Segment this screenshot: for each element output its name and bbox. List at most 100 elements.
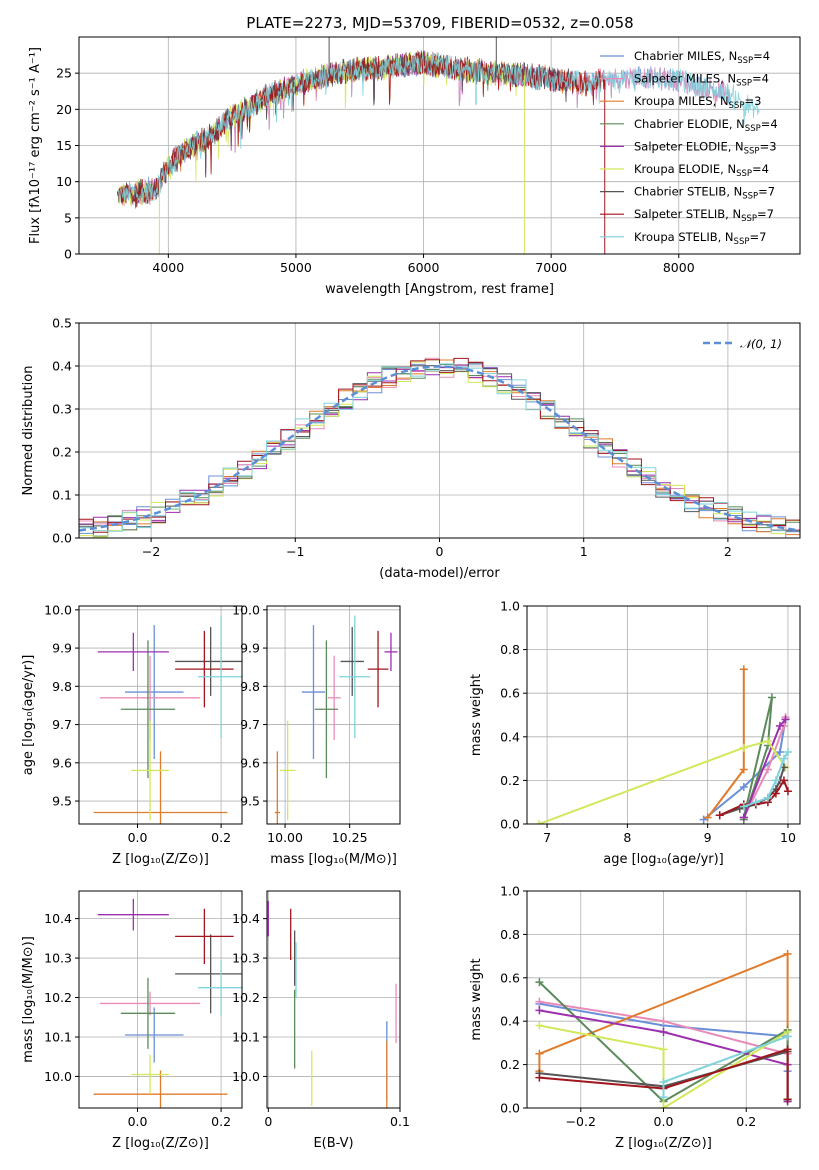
normal-curve	[79, 365, 800, 532]
weight-marker	[783, 949, 792, 958]
x-tick-label: 4000	[152, 260, 184, 275]
plot-area	[93, 615, 242, 824]
legend-label: Chabrier STELIB, NSSP=7	[634, 185, 775, 202]
y-tick-label: 10.0	[232, 602, 260, 617]
y-tick-label: 1.0	[500, 884, 520, 899]
weight-marker	[659, 1028, 668, 1037]
spectrum-line	[116, 51, 606, 208]
weight-line	[742, 697, 773, 820]
plot-area	[93, 898, 242, 1108]
plot-area	[274, 615, 398, 824]
weight-marker	[775, 748, 784, 757]
x-tick-label: 10.00	[267, 830, 303, 845]
x-tick-label: 0.0	[128, 1114, 148, 1129]
x-tick-label: −0.2	[566, 1114, 596, 1129]
legend-label: Salpeter STELIB, NSSP=7	[634, 207, 774, 224]
x-axis-label: mass [log₁₀(M/M⊙)]	[270, 852, 397, 867]
weight-marker	[659, 1077, 668, 1086]
y-tick-label: 0.8	[500, 642, 520, 657]
x-tick-label: 0	[264, 1114, 272, 1129]
y-tick-label: 0	[64, 247, 72, 262]
x-tick-label: 0	[436, 544, 444, 559]
weight-marker	[783, 787, 792, 796]
x-tick-label: 0.0	[128, 830, 148, 845]
weight-marker	[659, 1093, 668, 1102]
plot-area	[535, 949, 792, 1108]
x-tick-label: 7	[543, 830, 551, 845]
x-tick-label: 0.0	[654, 1114, 674, 1129]
y-tick-label: 10.1	[44, 1029, 72, 1044]
weight-marker	[771, 776, 780, 785]
y-axis-label: mass [log₁₀(M/M⊙)]	[21, 936, 36, 1063]
y-tick-label: 5	[64, 210, 72, 225]
y-tick-label: 20	[56, 102, 72, 117]
y-tick-label: 0.2	[500, 1057, 520, 1072]
y-tick-label: 9.5	[240, 794, 260, 809]
weight-marker	[715, 811, 724, 820]
x-tick-label: 10	[780, 830, 796, 845]
x-tick-label: 5000	[280, 260, 312, 275]
weight-marker	[783, 1095, 792, 1104]
y-tick-label: 0.3	[52, 402, 72, 417]
weight-marker	[763, 737, 772, 746]
x-tick-label: 0.2	[211, 830, 231, 845]
weight-marker	[763, 793, 772, 802]
y-tick-label: 9.7	[240, 717, 260, 732]
axes-frame	[78, 890, 243, 1109]
x-tick-label: −2	[142, 544, 160, 559]
weight-marker	[783, 1045, 792, 1054]
panel-age_vs_mass: 10.00 10.25 9.5 9.6 9.7 9.8 9.9 10.0 mass [log₁₀…	[232, 602, 401, 867]
weight-marker	[535, 1021, 544, 1030]
y-tick-label: 10.1	[232, 1029, 260, 1044]
plot-area	[79, 357, 800, 538]
weight-marker	[783, 1032, 792, 1041]
y-tick-label: 10.2	[44, 990, 72, 1005]
panel-weight_vs_Z: −0.2 0.0 0.2 0.0 0.2 0.4 0.6 0.8 1.0 Z [log₁₀(Z/Z…	[469, 884, 801, 1151]
weight-marker	[779, 776, 788, 785]
weight-marker	[763, 765, 772, 774]
panel-age_vs_Z: 0.0 0.2 9.5 9.6 9.7 9.8 9.9 10.0 Z [log₁₀(Z/Z⊙)]…	[21, 602, 243, 867]
y-axis-label: mass weight	[469, 674, 484, 756]
weight-line	[719, 767, 785, 817]
weight-line	[706, 669, 745, 819]
weight-marker	[535, 820, 544, 824]
weight-marker	[779, 754, 788, 763]
y-tick-label: 9.5	[52, 794, 72, 809]
legend-label: Chabrier MILES, NSSP=4	[634, 49, 770, 66]
x-tick-label: 9	[704, 830, 712, 845]
weight-marker	[659, 1045, 668, 1054]
y-tick-label: 9.8	[52, 679, 72, 694]
x-axis-label: wavelength [Angstrom, rest frame]	[325, 282, 554, 297]
x-tick-label: 0.2	[211, 1114, 231, 1129]
y-tick-label: 9.7	[52, 717, 72, 732]
panel-spectrum: 4000 5000 6000 7000 8000 0 5 10 15 20 25 wavelength…	[28, 36, 801, 297]
panel-mass_vs_ebv: 0 0.1 10.0 10.1 10.2 10.3 10.4 E(B-V)	[232, 890, 410, 1151]
legend-label: Salpeter MILES, NSSP=4	[634, 72, 769, 89]
y-tick-label: 10	[56, 174, 72, 189]
axes-frame	[78, 322, 801, 539]
y-tick-label: 10.0	[44, 1069, 72, 1084]
y-tick-label: 25	[56, 66, 72, 81]
x-axis-label: age [log₁₀(age/yr)]	[603, 852, 724, 867]
x-tick-label: 8000	[663, 260, 695, 275]
plot-area	[116, 37, 760, 254]
y-axis-label: mass weight	[469, 958, 484, 1040]
weight-marker	[739, 743, 748, 752]
x-tick-label: 6000	[408, 260, 440, 275]
weight-marker	[771, 789, 780, 798]
y-tick-label: 0.4	[500, 729, 520, 744]
weight-marker	[703, 813, 712, 822]
y-axis-label: Normed distribution	[21, 366, 36, 496]
weight-marker	[775, 721, 784, 730]
x-tick-label: 0.2	[736, 1114, 756, 1129]
x-axis-label: E(B-V)	[313, 1136, 353, 1151]
y-tick-label: 0.8	[500, 927, 520, 942]
figure-title: PLATE=2273, MJD=53709, FIBERID=0532, z=0…	[246, 14, 633, 32]
weight-marker	[739, 665, 748, 674]
weight-marker	[535, 1006, 544, 1015]
plot-area	[535, 665, 792, 824]
plot-area	[267, 900, 397, 1108]
weight-marker	[535, 1049, 544, 1058]
axes-frame	[526, 890, 801, 1109]
legend-label: Kroupa ELODIE, NSSP=4	[634, 162, 769, 179]
